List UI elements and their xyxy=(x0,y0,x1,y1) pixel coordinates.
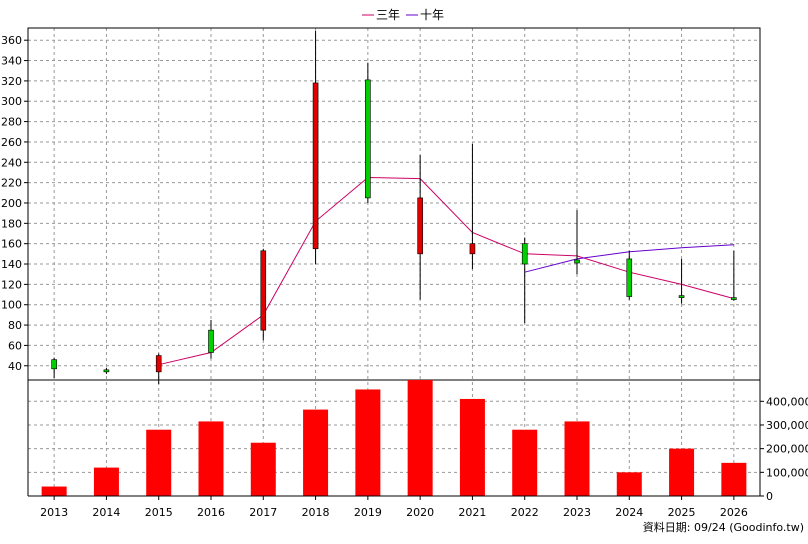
volume-panel: 0 100,000 200,000 300,000 400,000 xyxy=(27,380,808,503)
price-tick-label: 220 xyxy=(1,177,22,190)
candle-body xyxy=(521,243,528,265)
legend-10y-label: 十年 xyxy=(420,8,444,22)
volume-bar xyxy=(146,429,172,496)
x-tick-label: 2025 xyxy=(668,506,696,519)
candle-body xyxy=(208,329,214,353)
candle-body xyxy=(417,197,423,255)
price-tick-label: 140 xyxy=(1,258,22,271)
volume-bar xyxy=(407,380,433,496)
x-axis: 2013 2014 2015 2016 2017 2018 2019 2020 2021 2022… xyxy=(40,496,748,519)
x-tick-label: 2024 xyxy=(615,506,643,519)
candle-body xyxy=(574,259,580,264)
volume-bar xyxy=(616,472,642,496)
volume-tick-label: 100,000 xyxy=(766,466,808,479)
x-tick-label: 2020 xyxy=(406,506,434,519)
candle-body xyxy=(678,295,685,298)
candle-body xyxy=(103,369,110,373)
volume-bar xyxy=(250,442,276,496)
price-tick-label: 280 xyxy=(1,116,22,129)
volume-tick-label: 400,000 xyxy=(766,395,808,408)
volume-bar xyxy=(564,421,590,496)
volume-bar xyxy=(721,462,747,496)
volume-bar xyxy=(669,448,695,496)
x-tick-label: 2023 xyxy=(563,506,591,519)
price-tick-label: 340 xyxy=(1,55,22,68)
price-tick-label: 100 xyxy=(1,299,22,312)
price-tick-label: 80 xyxy=(8,319,22,332)
candle-body xyxy=(260,250,267,331)
volume-bar xyxy=(303,409,329,496)
x-tick-label: 2019 xyxy=(354,506,382,519)
price-tick-label: 300 xyxy=(1,95,22,108)
x-tick-label: 2018 xyxy=(302,506,330,519)
price-tick-label: 40 xyxy=(8,360,22,373)
price-tick-label: 360 xyxy=(1,34,22,47)
x-tick-label: 2016 xyxy=(197,506,225,519)
volume-bar xyxy=(355,389,381,496)
price-tick-label: 240 xyxy=(1,156,22,169)
x-tick-label: 2017 xyxy=(249,506,277,519)
candle-body xyxy=(155,355,162,373)
price-tick-label: 320 xyxy=(1,75,22,88)
price-tick-label: 60 xyxy=(8,339,22,352)
candle-body xyxy=(469,243,476,255)
candle-body xyxy=(731,297,737,300)
candle-body xyxy=(626,258,633,297)
price-panel: 40 60 80 100 120 140 160 180 200 220 240 260 280 300 3… xyxy=(1,27,761,496)
price-tick-label: 160 xyxy=(1,238,22,251)
x-tick-label: 2026 xyxy=(720,506,748,519)
volume-bar xyxy=(198,421,224,496)
price-tick-label: 120 xyxy=(1,278,22,291)
price-tick-label: 180 xyxy=(1,217,22,230)
x-tick-label: 2021 xyxy=(458,506,486,519)
data-date-footer: 資料日期: 09/24 (Goodinfo.tw) xyxy=(643,520,804,534)
candle-body xyxy=(365,79,371,199)
x-tick-label: 2022 xyxy=(511,506,539,519)
volume-bar xyxy=(459,398,485,496)
legend: 三年 十年 xyxy=(362,8,444,22)
x-tick-label: 2014 xyxy=(92,506,120,519)
x-tick-label: 2013 xyxy=(40,506,68,519)
x-tick-label: 2015 xyxy=(145,506,173,519)
volume-bar xyxy=(93,467,119,496)
candle-body xyxy=(51,359,57,370)
ma-3y-line xyxy=(158,176,735,366)
volume-tick-label: 300,000 xyxy=(766,419,808,432)
legend-3y-label: 三年 xyxy=(376,8,400,22)
price-tick-label: 200 xyxy=(1,197,22,210)
volume-tick-label: 0 xyxy=(766,490,773,503)
volume-bar xyxy=(41,486,67,496)
volume-tick-label: 200,000 xyxy=(766,443,808,456)
candle-body xyxy=(312,82,319,250)
price-frame xyxy=(27,27,761,381)
volume-bar xyxy=(512,429,538,496)
price-tick-label: 260 xyxy=(1,136,22,149)
